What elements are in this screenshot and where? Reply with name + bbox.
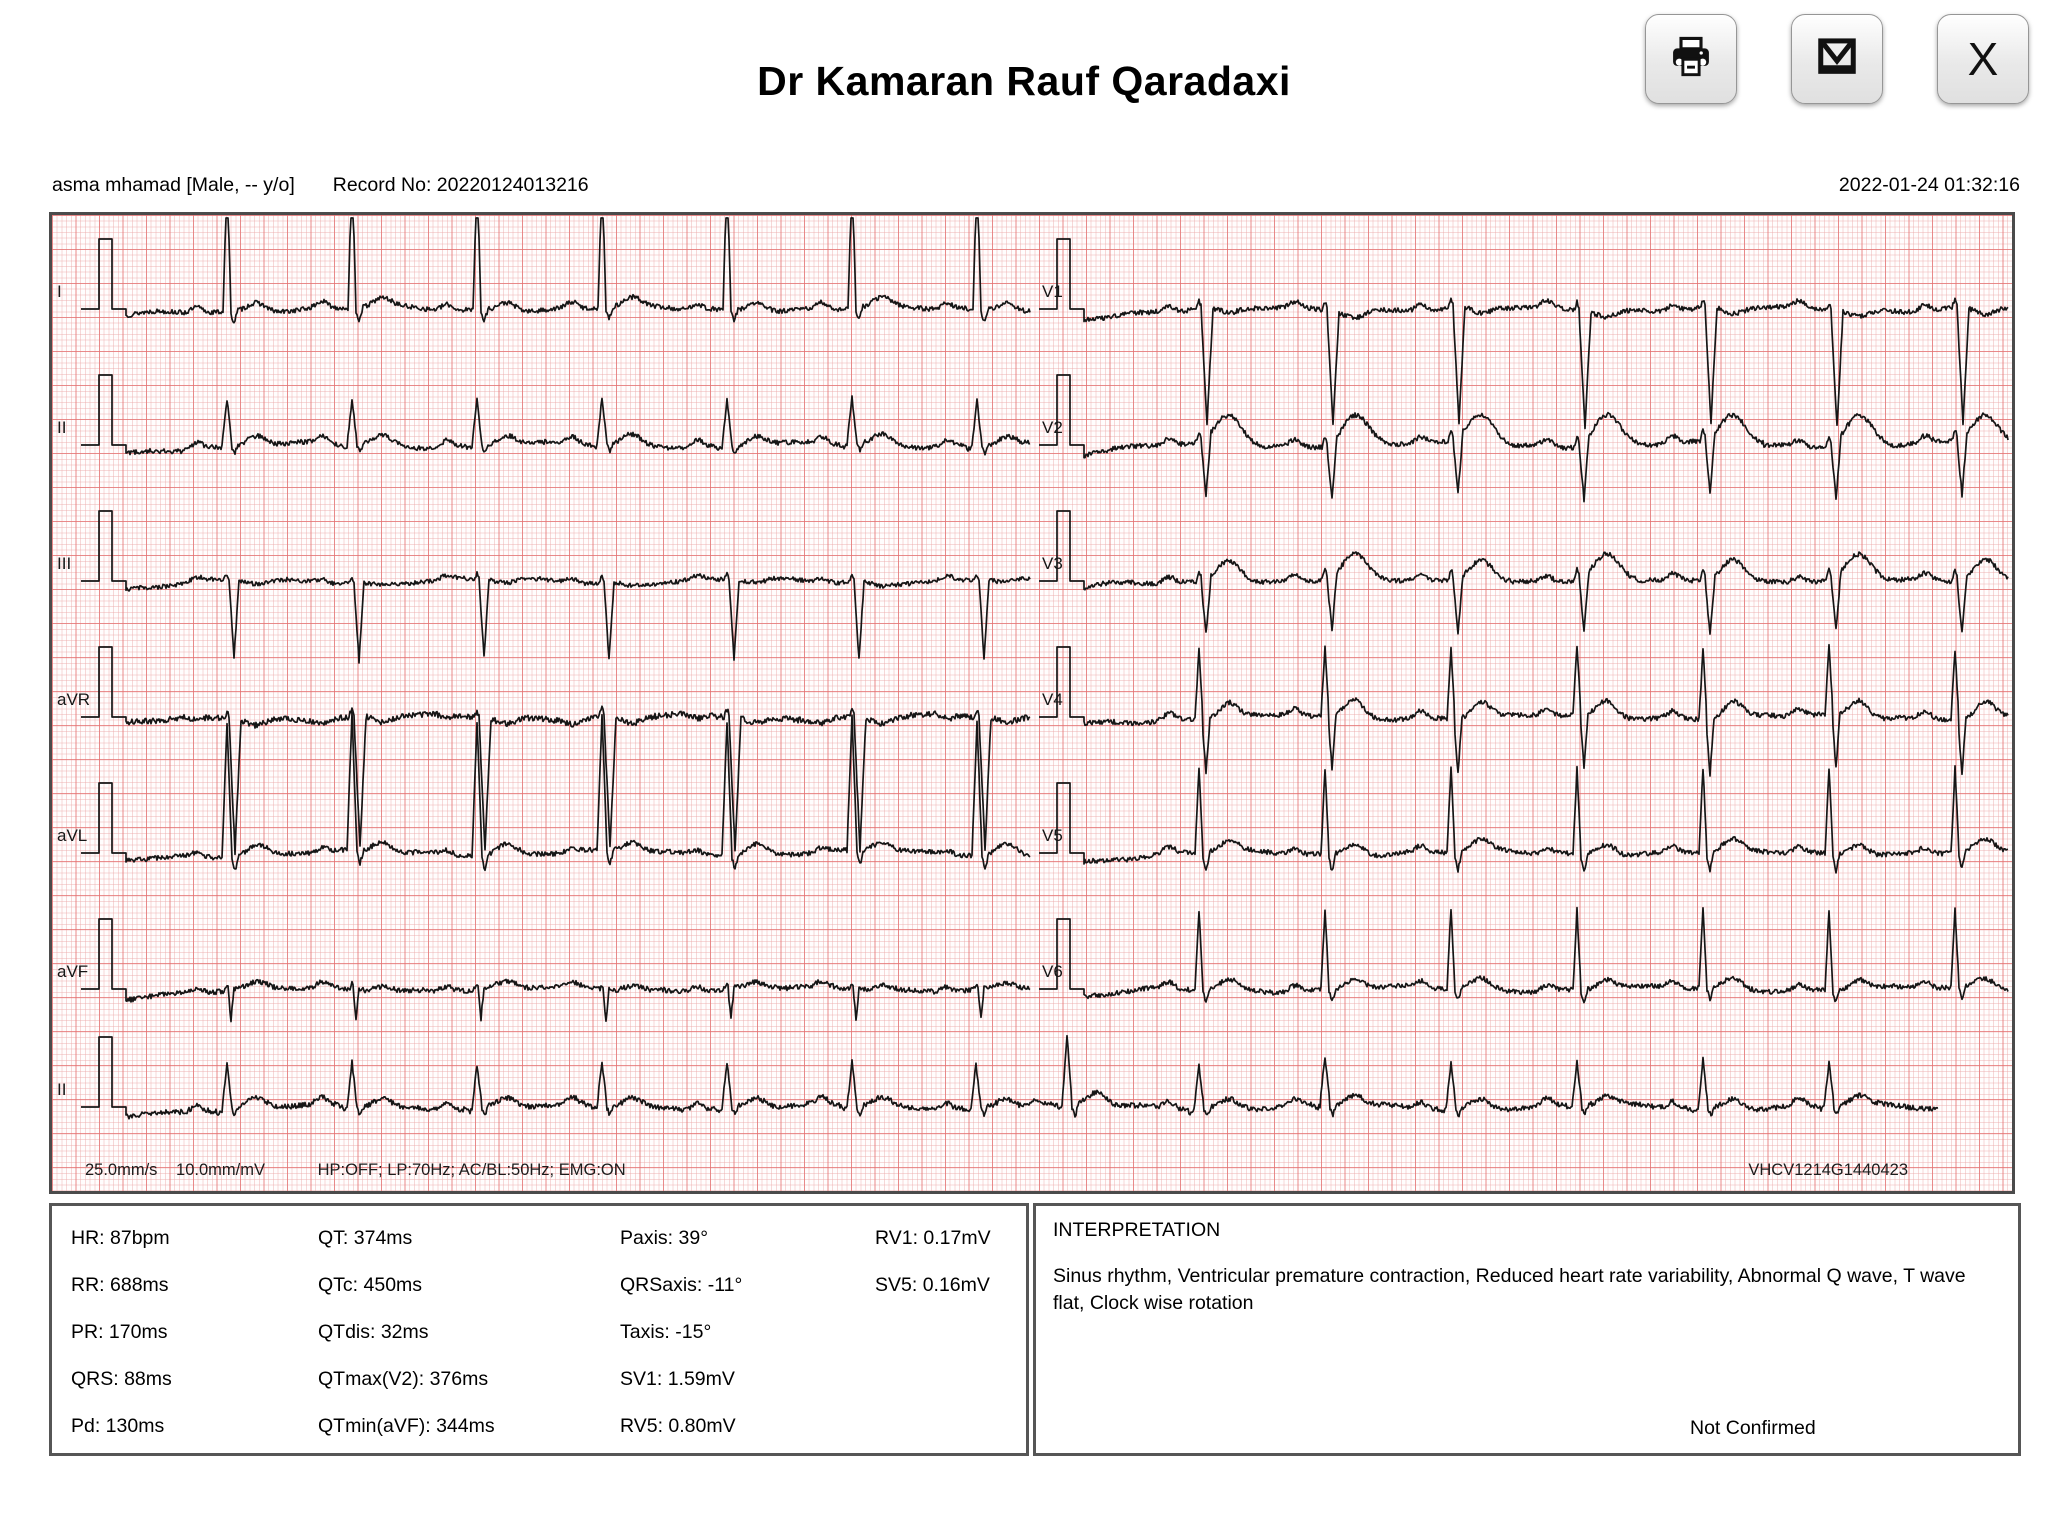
ecg-paper: I II III aVR aVL aVF V1 V2 V3 V4 V5 V6 II 25.0mm/s 1… [49, 212, 2015, 1194]
record-datetime: 2022-01-24 01:32:16 [1838, 174, 2020, 196]
paper-speed: 25.0mm/s [85, 1161, 158, 1179]
ecg-trace-V1 [1039, 238, 2009, 430]
paper-gain: 10.0mm/mV [176, 1161, 265, 1179]
measurement-item: QTmax(V2): 376ms [318, 1368, 489, 1390]
interpretation-title: INTERPRETATION [1053, 1219, 1221, 1241]
ecg-trace-I [81, 217, 1031, 324]
measurement-item: Paxis: 39° [620, 1227, 709, 1249]
ecg-trace-V4 [1039, 643, 2009, 777]
lead-label-II-rhythm: II [57, 1080, 66, 1099]
ecg-trace-II-rhythm [81, 1034, 1939, 1120]
measurement-item: QRSaxis: -11° [620, 1274, 743, 1296]
lead-label-V3: V3 [1042, 554, 1063, 573]
measurement-item: QRS: 88ms [71, 1368, 172, 1390]
record-number: Record No: 20220124013216 [332, 174, 589, 196]
lead-label-V6: V6 [1042, 962, 1063, 981]
close-icon: X [1967, 33, 1999, 85]
lead-label-I: I [57, 282, 62, 301]
measurement-item: SV5: 0.16mV [875, 1274, 990, 1296]
ecg-trace-aVR [81, 646, 1031, 856]
lead-label-V2: V2 [1042, 418, 1063, 437]
lead-label-aVR: aVR [57, 690, 90, 709]
measurement-item: RV1: 0.17mV [875, 1227, 991, 1249]
lead-label-aVL: aVL [57, 826, 87, 845]
close-button[interactable]: X [1937, 14, 2029, 104]
email-button[interactable] [1791, 14, 1883, 104]
measurements-panel: HR: 87bpm RR: 688ms PR: 170ms QRS: 88ms Pd: … [49, 1203, 1029, 1456]
measurements-column-3: Paxis: 39° QRSaxis: -11° Taxis: -15° SV1: 1… [620, 1215, 742, 1450]
lead-label-aVF: aVF [57, 962, 88, 981]
ecg-trace-V2 [1039, 374, 2009, 503]
patient-info: asma mhamad [Male, -- y/o] [52, 174, 295, 196]
lead-label-V4: V4 [1042, 690, 1063, 709]
ecg-trace-V3 [1039, 510, 2009, 635]
ecg-trace-V5 [1039, 765, 2009, 874]
print-button[interactable] [1645, 14, 1737, 104]
measurement-item: HR: 87bpm [71, 1227, 170, 1249]
measurement-item: QTc: 450ms [318, 1274, 423, 1296]
measurement-item: RV5: 0.80mV [620, 1415, 736, 1437]
lead-label-V1: V1 [1042, 282, 1063, 301]
ecg-trace-aVL [81, 711, 1031, 872]
filter-settings: HP:OFF; LP:70Hz; AC/BL:50Hz; EMG:ON [317, 1161, 626, 1179]
lead-label-V5: V5 [1042, 826, 1063, 845]
measurements-column-2: QT: 374ms QTc: 450ms QTdis: 32ms QTmax(V2):… [318, 1215, 495, 1450]
lead-label-III: III [57, 554, 71, 573]
measurement-item: RR: 688ms [71, 1274, 169, 1296]
measurement-item: PR: 170ms [71, 1321, 168, 1343]
envelope-icon [1812, 33, 1862, 86]
lead-label-II: II [57, 418, 66, 437]
device-code: VHCV1214G1440423 [1748, 1161, 1908, 1179]
ecg-trace-II [81, 374, 1031, 456]
measurements-column-1: HR: 87bpm RR: 688ms PR: 170ms QRS: 88ms Pd: … [71, 1215, 172, 1450]
page-title: Dr Kamaran Rauf Qaradaxi [757, 58, 1291, 104]
measurement-item: QT: 374ms [318, 1227, 413, 1249]
ecg-trace-aVF [81, 918, 1031, 1023]
patient-meta-row: asma mhamad [Male, -- y/o] Record No: 20… [52, 174, 2020, 197]
strip-info-row: 25.0mm/s 10.0mm/mV HP:OFF; LP:70Hz; AC/B… [52, 1161, 2012, 1180]
confirmation-status: Not Confirmed [1689, 1417, 1816, 1439]
measurement-item: QTdis: 32ms [318, 1321, 429, 1343]
interpretation-text: Sinus rhythm, Ventricular premature cont… [1053, 1265, 1966, 1314]
toolbar: X [1645, 14, 2029, 104]
ecg-trace-III [81, 510, 1031, 664]
measurement-item: SV1: 1.59mV [620, 1368, 735, 1390]
measurement-item: QTmin(aVF): 344ms [318, 1415, 495, 1437]
printer-icon [1666, 33, 1716, 86]
interpretation-panel: INTERPRETATION Sinus rhythm, Ventricular… [1033, 1203, 2021, 1456]
measurement-item: Taxis: -15° [620, 1321, 712, 1343]
ecg-trace-V6 [1039, 906, 2009, 1004]
measurement-item: Pd: 130ms [71, 1415, 165, 1437]
measurements-column-4: RV1: 0.17mV SV5: 0.16mV [875, 1215, 991, 1309]
